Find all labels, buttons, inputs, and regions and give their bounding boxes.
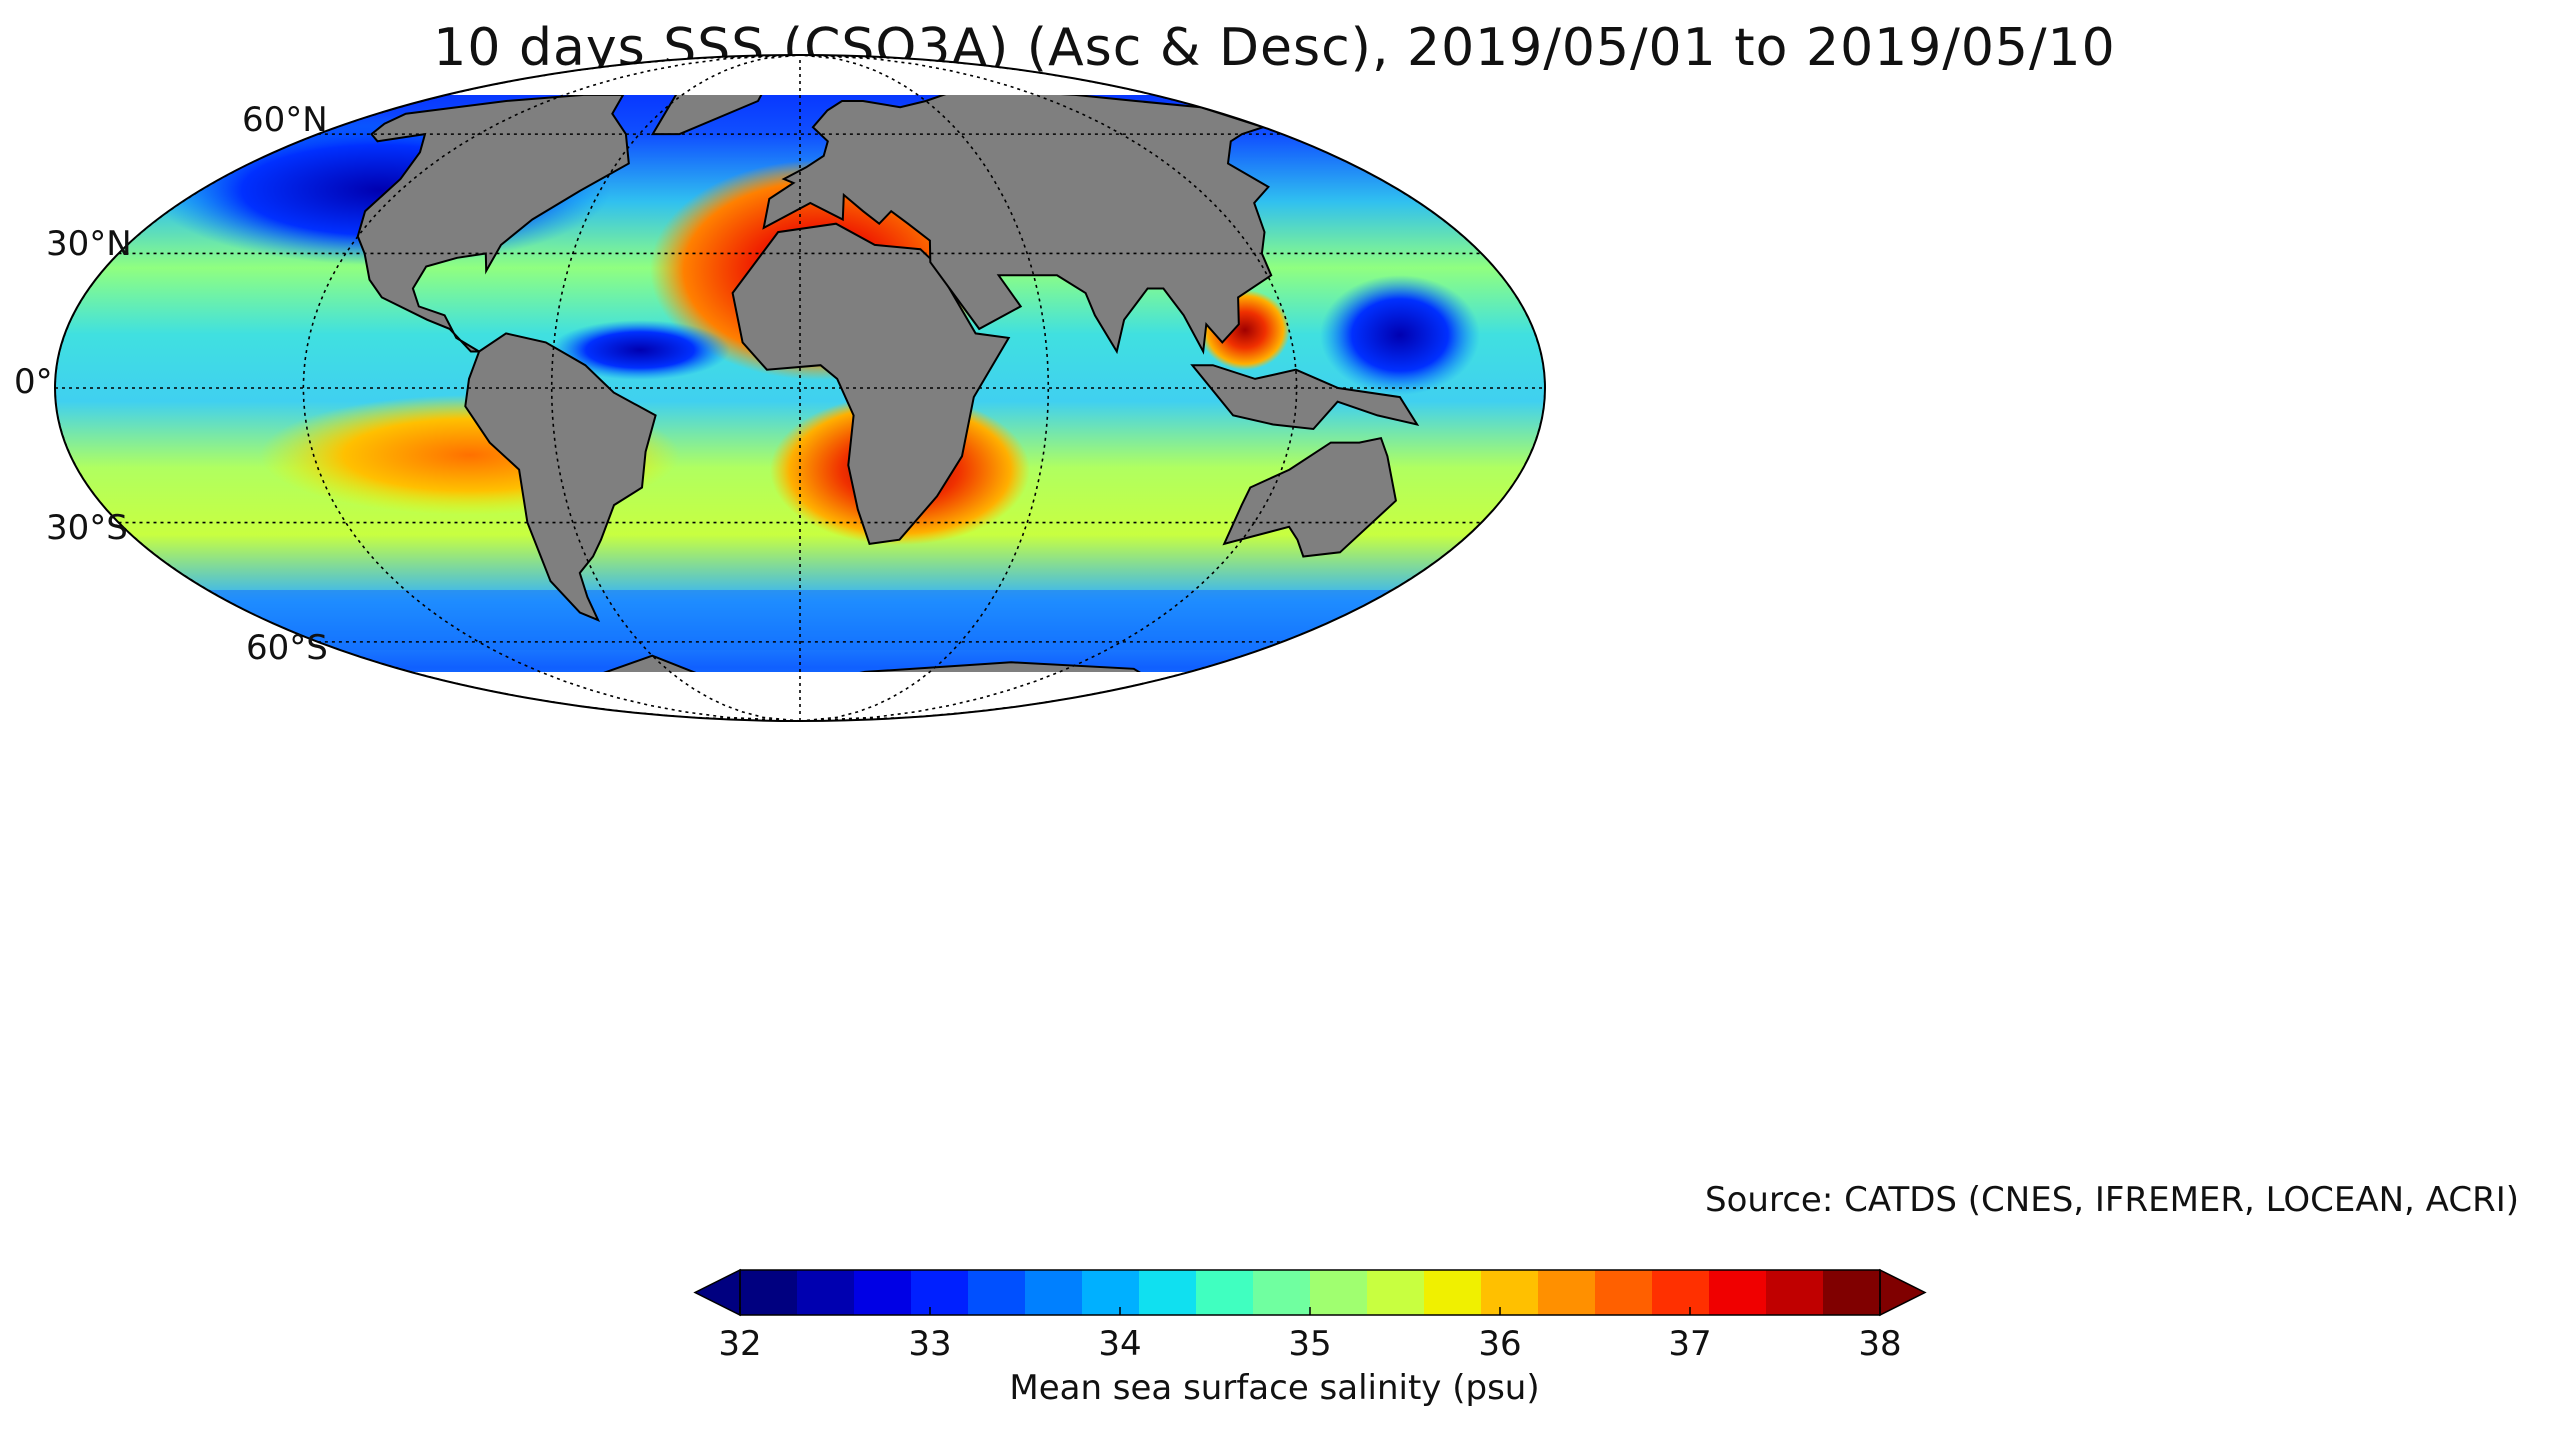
colorbar-swatch — [1367, 1270, 1425, 1315]
maritime-continent — [1190, 364, 1420, 431]
colorbar-swatch — [1082, 1270, 1140, 1315]
colorbar-tick-label: 34 — [1098, 1324, 1141, 1364]
globe — [54, 54, 1546, 722]
colorbar-swatch — [1823, 1270, 1881, 1315]
meridian-line — [302, 55, 801, 721]
colorbar-swatch — [1595, 1270, 1653, 1315]
meridian-line — [550, 55, 801, 721]
colorbar-swatch — [1652, 1270, 1710, 1315]
globe-outline — [54, 54, 1546, 722]
meridian-line — [799, 55, 1050, 721]
colorbar-tick-label: 33 — [908, 1324, 951, 1364]
colorbar-swatch — [1481, 1270, 1539, 1315]
colorbar-swatch — [1139, 1270, 1197, 1315]
africa — [731, 222, 1011, 546]
south-america — [464, 332, 657, 623]
colorbar-tick-label: 38 — [1858, 1324, 1901, 1364]
colorbar-swatch — [1709, 1270, 1767, 1315]
colorbar-swatch — [1025, 1270, 1083, 1315]
colorbar-label: Mean sea surface salinity (psu) — [1009, 1368, 1540, 1408]
colorbar-swatch — [740, 1270, 798, 1315]
colorbar-swatch — [1424, 1270, 1482, 1315]
meridian-line — [799, 55, 1298, 721]
colorbar-swatch — [968, 1270, 1026, 1315]
colorbar-swatch — [1253, 1270, 1311, 1315]
colorbar-tick-label: 35 — [1288, 1324, 1331, 1364]
colorbar-swatch — [797, 1270, 855, 1315]
parallel-label-60n: 60°N — [242, 100, 328, 140]
colorbar-swatch — [1310, 1270, 1368, 1315]
colorbar-extend-low — [693, 1268, 741, 1317]
colorbar-swatch — [911, 1270, 969, 1315]
indonesian-low-salinity — [1320, 275, 1480, 395]
parallel-label-30n: 30°N — [46, 224, 132, 264]
colorbar-swatch — [854, 1270, 912, 1315]
colorbar: 32 33 34 35 36 37 38 — [693, 1268, 1927, 1364]
parallel-label-0: 0° — [14, 362, 53, 402]
colorbar-tick-label: 32 — [718, 1324, 761, 1364]
colorbar-swatch — [1766, 1270, 1824, 1315]
antarctic-no-data — [55, 672, 1545, 721]
colorbar-tick-label: 37 — [1668, 1324, 1711, 1364]
colorbar-swatch — [1538, 1270, 1596, 1315]
australia — [1222, 436, 1397, 558]
parallel-label-30s: 30°S — [46, 508, 128, 548]
colorbar-extend-high — [1879, 1268, 1927, 1317]
colorbar-swatch — [1196, 1270, 1254, 1315]
panama-bight-low-salinity — [550, 320, 730, 380]
source-credit: Source: CATDS (CNES, IFREMER, LOCEAN, AC… — [1705, 1180, 2519, 1220]
parallel-label-60s: 60°S — [246, 628, 328, 668]
colorbar-tick-label: 36 — [1478, 1324, 1521, 1364]
